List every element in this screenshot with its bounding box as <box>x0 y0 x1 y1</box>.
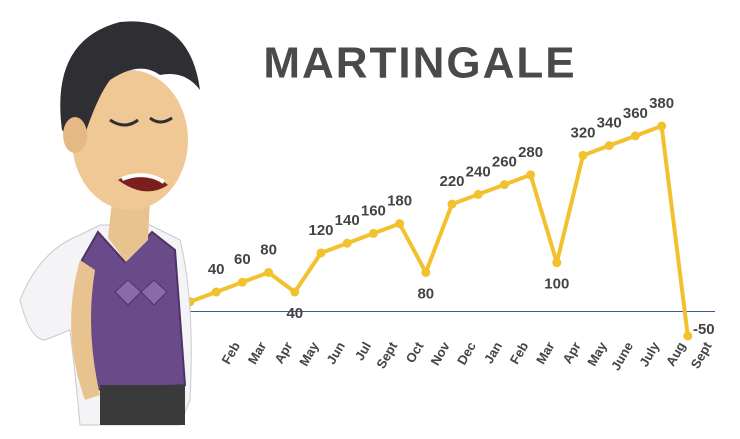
x-tick-label: Apr <box>560 339 584 366</box>
value-label: 40 <box>208 261 225 278</box>
value-label: 320 <box>570 124 595 141</box>
x-tick-label: Mar <box>245 339 270 367</box>
value-label: 120 <box>308 222 333 239</box>
value-label: 280 <box>518 144 543 161</box>
point <box>657 121 667 131</box>
point <box>526 170 536 180</box>
value-label: 220 <box>439 173 464 190</box>
x-tick-label: May <box>584 339 610 369</box>
point <box>342 238 352 248</box>
x-tick-label: Sept <box>373 339 400 371</box>
point <box>499 180 509 190</box>
point <box>264 267 274 277</box>
line <box>189 124 690 337</box>
point <box>211 287 221 297</box>
plot: Feb Mar Apr May Jun Jul Sept Oct Nov Dec Jan Feb Mar… <box>185 95 715 373</box>
point <box>368 228 378 238</box>
value-label: -50 <box>693 321 715 338</box>
x-tick-label: Oct <box>403 339 427 366</box>
x-tick-label: Sept <box>688 339 715 371</box>
value-label: 380 <box>649 95 674 112</box>
point <box>316 248 326 258</box>
x-tick-label: Jan <box>481 339 505 366</box>
point <box>447 199 457 209</box>
x-tick-label: July <box>636 339 662 370</box>
value-label: 40 <box>286 305 303 322</box>
value-label: 100 <box>544 276 569 293</box>
point <box>630 131 640 141</box>
x-tick-label: May <box>296 339 322 369</box>
value-label: 160 <box>361 202 386 219</box>
value-label: 140 <box>335 212 360 229</box>
value-label: 180 <box>387 193 412 210</box>
value-label: 80 <box>417 285 434 302</box>
point <box>552 258 562 268</box>
value-label: 60 <box>234 251 251 268</box>
x-tick-label: Feb <box>219 339 244 367</box>
point <box>237 277 247 287</box>
point <box>290 287 300 297</box>
point <box>578 150 588 160</box>
x-tick-label: June <box>608 339 636 373</box>
x-tick-label: Mar <box>533 339 558 367</box>
value-label: 360 <box>623 105 648 122</box>
x-tick-label: Nov <box>427 339 453 368</box>
x-tick-label: Aug <box>663 339 689 368</box>
x-tick-label: Dec <box>454 339 479 367</box>
value-label: 260 <box>492 154 517 171</box>
x-tick-label: Jun <box>323 339 348 367</box>
point <box>421 267 431 277</box>
character <box>19 21 201 426</box>
point <box>683 331 693 341</box>
value-label: 80 <box>260 241 277 258</box>
point <box>395 219 405 229</box>
value-label: 340 <box>597 115 622 132</box>
x-tick-label: Jul <box>352 339 374 363</box>
point <box>604 141 614 151</box>
x-tick-label: Feb <box>507 339 532 367</box>
point <box>473 189 483 199</box>
x-tick-label: Apr <box>271 339 295 366</box>
chart-title: MARTINGALE <box>263 39 576 88</box>
value-label: 240 <box>466 163 491 180</box>
